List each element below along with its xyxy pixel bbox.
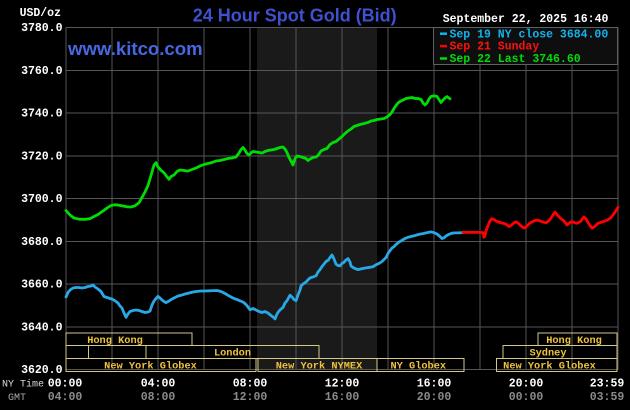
svg-text:16:00: 16:00 [325,391,360,404]
svg-text:Hong Kong: Hong Kong [546,335,602,347]
svg-text:08:00: 08:00 [141,391,176,404]
svg-text:04:00: 04:00 [141,378,176,391]
svg-text:3640.0: 3640.0 [21,321,63,334]
svg-text:USD/oz: USD/oz [20,7,62,20]
svg-text:3660.0: 3660.0 [21,279,63,292]
svg-text:3760.0: 3760.0 [21,65,63,78]
svg-text:3780.0: 3780.0 [21,22,63,35]
svg-text:24 Hour Spot Gold (Bid): 24 Hour Spot Gold (Bid) [193,6,397,26]
svg-text:September 22, 2025 16:40: September 22, 2025 16:40 [443,13,609,26]
svg-text:GMT: GMT [8,393,26,404]
svg-text:20:00: 20:00 [417,391,452,404]
svg-text:08:00: 08:00 [233,378,268,391]
svg-text:04:00: 04:00 [48,391,83,404]
svg-text:20:00: 20:00 [509,378,544,391]
svg-text:Hong Kong: Hong Kong [87,335,143,347]
svg-text:New York Globex: New York Globex [104,361,197,373]
svg-text:NY Globex: NY Globex [390,361,446,373]
svg-text:12:00: 12:00 [325,378,360,391]
svg-text:Sep 21 Sunday: Sep 21 Sunday [450,41,540,54]
svg-text:3680.0: 3680.0 [21,236,63,249]
svg-text:12:00: 12:00 [233,391,268,404]
svg-text:www.kitco.com: www.kitco.com [67,38,203,59]
svg-text:03:59: 03:59 [590,391,625,404]
svg-text:3700.0: 3700.0 [21,193,63,206]
svg-text:London: London [214,348,251,360]
svg-text:00:00: 00:00 [48,378,83,391]
svg-text:3740.0: 3740.0 [21,108,63,121]
svg-text:3620.0: 3620.0 [21,364,63,377]
svg-text:23:59: 23:59 [590,378,625,391]
svg-text:Sydney: Sydney [529,348,566,360]
svg-text:New York NYMEX: New York NYMEX [276,361,363,373]
svg-text:Sep 22 Last 3746.60: Sep 22 Last 3746.60 [450,53,581,66]
svg-text:16:00: 16:00 [417,378,452,391]
svg-text:3720.0: 3720.0 [21,150,63,163]
svg-text:00:00: 00:00 [509,391,544,404]
svg-text:Sep 19 NY close 3684.00: Sep 19 NY close 3684.00 [450,28,609,41]
svg-text:New York Globex: New York Globex [503,361,596,373]
svg-text:NY Time: NY Time [2,378,44,390]
